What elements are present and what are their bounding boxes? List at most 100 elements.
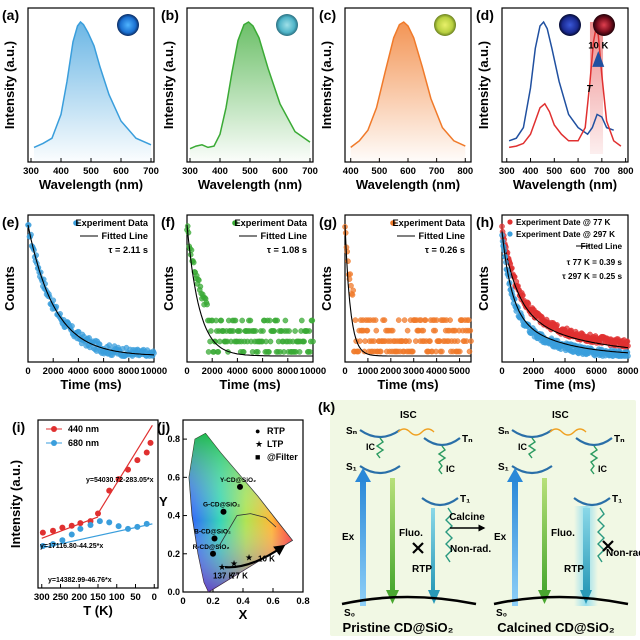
y-axis-label: Intensity (a.u.) [2,41,17,129]
plot-frame [501,7,629,163]
legend-marker: ★ [255,439,263,449]
x-tick-label: 0.4 [236,596,250,607]
data-point [87,522,94,528]
data-point [134,523,141,530]
legend-marker: ■ [255,452,260,462]
spectrum-fill [190,22,310,162]
blue-glow-vial-icon [559,14,581,36]
x-tick-label: 4000 [68,366,89,377]
x-tick-label: 5000 [449,366,470,377]
x-tick-label: 0 [25,366,30,377]
data-point [409,348,416,355]
energy-level [421,497,459,507]
energy-level [511,465,553,475]
red-glow-vial-icon [593,14,615,36]
data-point [125,525,131,532]
data-point [406,338,412,344]
data-point [301,338,307,345]
panel-j: (j) 0 0.2 0.4 0.6 0.8 X 0.0 0.2 0.4 0.6 0.8 Y Y-CD@Si… [157,419,310,622]
x-tick-label: 1000 [357,366,378,377]
excitation-arrowhead [507,468,523,482]
data-point [197,283,204,290]
data-point [125,466,131,473]
data-point [237,328,243,334]
legend-entry: Fitted Line [261,231,307,241]
tau-label: τ = 0.26 s [425,245,465,255]
ltp-point: ★ [245,553,253,563]
variable-label: T [586,84,593,95]
non-radiative-arrow [597,507,605,563]
legend-marker [73,220,79,226]
rtp-beam [431,508,435,592]
x-tick-label: 600 [272,166,288,177]
rtp-point [220,508,227,515]
non-radiative-label: Non-rad. [606,548,640,559]
legend-marker [507,231,513,237]
data-point [554,322,560,328]
fit-line [41,523,153,549]
x-tick-label: 700 [429,166,445,177]
panel-label: (b) [161,7,179,23]
data-point [355,348,362,355]
y-axis-label: Counts [476,266,491,311]
level-s1: S₁ [346,462,357,473]
fit-label: y=14382.99-46.76*x [48,577,112,584]
data-point [282,317,289,324]
legend-entry: Fitted Line [102,231,148,241]
panel-label: (d) [476,7,494,23]
ic-label: IC [518,442,528,452]
data-point [204,301,210,308]
legend-entry: Experiment Data [234,218,307,228]
data-point [267,338,274,345]
tau-label: τ 77 K = 0.39 s [567,258,623,267]
data-point [347,271,354,277]
panel-label: (j) [157,419,170,435]
temperature-arrow-head [592,51,605,67]
data-point [196,277,202,284]
data-point [77,520,84,527]
data-point [39,529,46,536]
data-point [68,522,75,529]
point-label: G-CD@SiO₂ [203,502,240,509]
data-point [357,338,363,344]
data-point [115,476,122,483]
data-point [525,301,532,307]
x-tick-label: 10000 [141,366,167,377]
level-t1: T₁ [612,494,622,505]
legend-entry: 680 nm [68,438,99,448]
data-point [286,328,292,334]
data-point [395,317,402,323]
rtp-point [210,550,216,557]
isc-arrow [397,428,435,436]
blocked-cross-icon [412,542,424,554]
x-tick-label: 150 [90,592,106,603]
x-tick-label: 800 [457,166,473,177]
data-point [439,348,445,355]
x-tick-label: 0.2 [206,596,219,607]
data-point [254,349,261,355]
pristine-scheme: Sₙ S₁ Tₙ T₁ ISC IC IC Ex Fluo. RTP Non-rad. S₀ [341,410,491,619]
pristine-caption: Pristine CD@SiO₂ [343,620,454,635]
energy-level [573,497,611,507]
fluorescence-beam [390,478,395,590]
level-tn: Tₙ [614,434,625,445]
y-tick-label: 0.2 [167,549,180,559]
y-axis-label: Intensity (a.u.) [319,41,334,129]
x-tick-label: 6000 [586,366,607,377]
level-s1: S₁ [498,462,509,473]
energy-level [423,437,461,447]
level-t1: T₁ [460,494,470,505]
arrow-label: 10 K [588,40,608,51]
ic-arrow [589,445,599,475]
spectrum-fill [34,22,151,162]
x-tick-label: 6000 [93,366,114,377]
ltp-point: ★ [230,558,238,568]
x-tick-label: 0.6 [266,596,279,607]
data-point [389,327,396,334]
x-tick-label: 700 [594,166,610,177]
data-point [625,353,631,359]
panel-label: (k) [318,399,335,415]
calcined-scheme: Sₙ S₁ Tₙ T₁ ISC IC IC Ex Fluo. RTP Non-rad. S₀ [493,410,640,619]
annotation: 137 K [213,572,235,581]
